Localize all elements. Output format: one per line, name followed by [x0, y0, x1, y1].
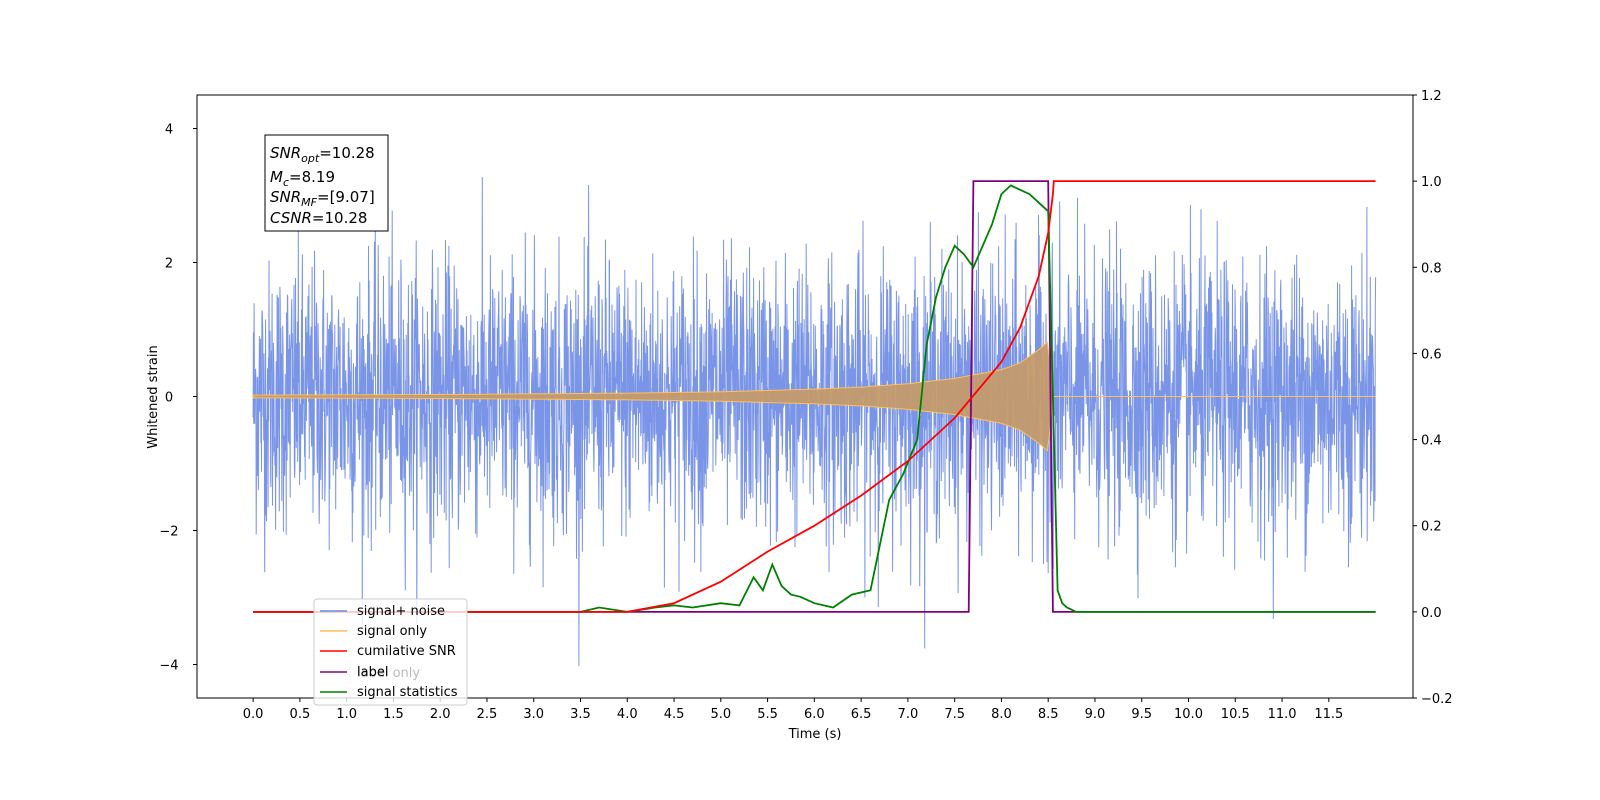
legend-label-signal-statistics: signal statistics	[357, 685, 458, 700]
x-tick-label-6: 3.0	[523, 707, 544, 722]
x-tick-label-12: 6.0	[804, 707, 825, 722]
y2-tick-label-5: 0.2	[1421, 520, 1442, 535]
x-tick-label-5: 2.5	[477, 707, 498, 722]
x-tick-label-18: 9.0	[1085, 707, 1106, 722]
y-tick-label-1: 2	[165, 257, 173, 272]
y-axis-right: 1.2 1.0 0.8 0.6 0.4 0.2 0.0 −0.2	[1413, 89, 1453, 707]
y-tick-label-4: −4	[159, 659, 178, 674]
x-tick-label-16: 8.0	[991, 707, 1012, 722]
x-tick-label-9: 4.5	[664, 707, 685, 722]
x-tick-label-15: 7.5	[944, 707, 965, 722]
x-tick-label-3: 1.5	[383, 707, 404, 722]
y2-tick-label-4: 0.4	[1421, 434, 1442, 449]
x-axis: 0.0 0.5 1.0 1.5 2.0 2.5 3.0 3.5 4.0 4.5 5.0 5.5 6.0 6…	[243, 698, 1343, 722]
x-tick-label-21: 10.5	[1221, 707, 1250, 722]
annotation-snr-mf: SNRMF=[9.07]	[270, 188, 375, 209]
series-signal-statistics	[253, 184, 1376, 613]
y2-tick-label-7: −0.2	[1421, 692, 1453, 707]
annotation-csnr: CSNR=10.28	[270, 209, 367, 227]
series-signal-noise	[252, 177, 1377, 666]
legend-entry-cumulative-snr: cumilative SNR	[320, 644, 456, 659]
y-tick-label-0: 4	[165, 123, 173, 138]
y2-tick-label-2: 0.8	[1421, 261, 1442, 276]
legend-entry-signal-only: signal only	[320, 624, 427, 639]
legend-entry-label: label	[320, 665, 388, 680]
x-tick-label-4: 2.0	[430, 707, 451, 722]
series-cumulative-snr	[253, 180, 1376, 613]
y2-tick-label-1: 1.0	[1421, 175, 1442, 190]
x-axis-label: Time (s)	[788, 727, 842, 742]
x-tick-label-0: 0.0	[243, 707, 264, 722]
y2-tick-label-0: 1.2	[1421, 89, 1442, 104]
legend-box	[313, 598, 468, 706]
legend-label-signal-noise: signal+ noise	[357, 604, 445, 619]
x-tick-label-14: 7.0	[898, 707, 919, 722]
x-tick-label-1: 0.5	[290, 707, 311, 722]
y2-tick-label-3: 0.6	[1421, 347, 1442, 362]
x-tick-label-23: 11.5	[1314, 707, 1343, 722]
x-tick-label-17: 8.5	[1038, 707, 1059, 722]
series-signal-only	[252, 341, 1376, 452]
x-tick-label-2: 1.0	[336, 707, 357, 722]
legend-label-signal-only: signal only	[357, 624, 427, 639]
x-tick-label-20: 10.0	[1174, 707, 1203, 722]
annotation-mc: Mc=8.19	[270, 168, 335, 189]
x-tick-label-19: 9.5	[1131, 707, 1152, 722]
y-axis-label: Whitened strain	[146, 345, 161, 448]
x-tick-label-13: 6.5	[851, 707, 872, 722]
x-tick-label-7: 3.5	[570, 707, 591, 722]
legend-label-label: label	[357, 665, 388, 680]
x-tick-label-22: 11.0	[1268, 707, 1297, 722]
y2-tick-label-6: 0.0	[1421, 606, 1442, 621]
y-axis-left: 4 2 0 −2 −4	[159, 123, 197, 674]
y-tick-label-2: 0	[165, 391, 173, 406]
legend-label-cumulative-snr: cumilative SNR	[357, 644, 456, 659]
y-tick-label-3: −2	[159, 525, 178, 540]
legend-entry-signal-statistics: signal statistics	[320, 685, 458, 700]
x-tick-label-11: 5.5	[757, 707, 778, 722]
plot-area	[252, 177, 1377, 666]
legend-overlap-text: label only	[357, 666, 420, 681]
legend: label only signal+ noise signal only cum…	[313, 598, 468, 706]
x-tick-label-8: 4.0	[617, 707, 638, 722]
x-tick-label-10: 5.0	[710, 707, 731, 722]
annotation-box: SNRopt=10.28 Mc=8.19 SNRMF=[9.07] CSNR=1…	[264, 134, 389, 232]
annotation-snr-opt: SNRopt=10.28	[270, 144, 375, 165]
legend-entry-signal-noise: signal+ noise	[320, 604, 445, 619]
